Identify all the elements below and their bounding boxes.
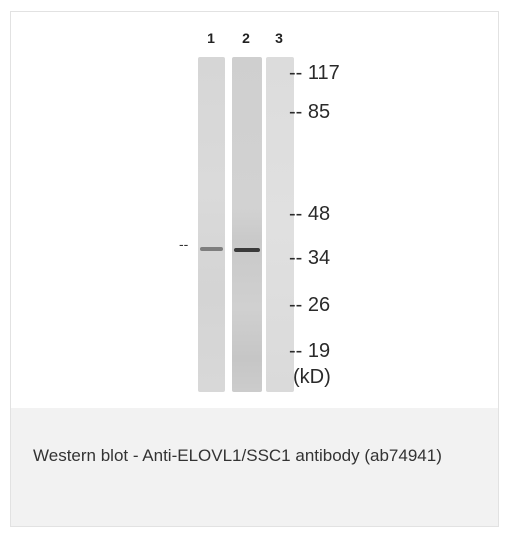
band-lane-2 bbox=[234, 248, 260, 252]
marker-48: -- 48 bbox=[289, 203, 331, 225]
lane-3 bbox=[266, 57, 294, 392]
figure-card: 1 2 3 -- -- 117 -- 85 -- 48 -- 34 -- 26 … bbox=[10, 11, 499, 527]
marker-34: -- 34 bbox=[289, 247, 331, 269]
lane-number-2: 2 bbox=[242, 30, 250, 46]
marker-26: -- 26 bbox=[289, 294, 331, 316]
figure-caption: Western blot - Anti-ELOVL1/SSC1 antibody… bbox=[33, 446, 442, 465]
band-indicator: -- bbox=[179, 236, 189, 252]
marker-117: -- 117 bbox=[289, 62, 340, 84]
marker-85: -- 85 bbox=[289, 101, 331, 123]
caption-panel: Western blot - Anti-ELOVL1/SSC1 antibody… bbox=[11, 408, 498, 526]
lane-number-3: 3 bbox=[275, 30, 283, 46]
marker-19: -- 19 bbox=[289, 340, 331, 362]
lane-1 bbox=[198, 57, 225, 392]
band-lane-1 bbox=[200, 247, 223, 251]
lane-number-1: 1 bbox=[207, 30, 215, 46]
western-blot-image: 1 2 3 -- -- 117 -- 85 -- 48 -- 34 -- 26 … bbox=[11, 12, 498, 408]
unit-label: (kD) bbox=[293, 366, 331, 388]
lane-2 bbox=[232, 57, 262, 392]
